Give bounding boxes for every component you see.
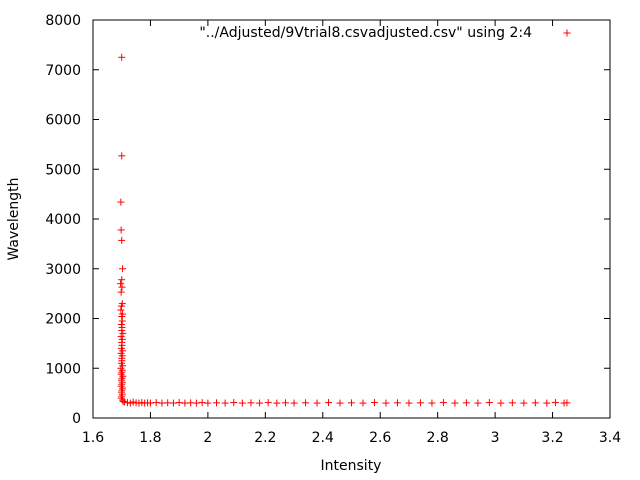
data-point [117, 226, 125, 234]
y-tick-label: 6000 [45, 113, 81, 129]
data-point [118, 283, 126, 291]
data-point [118, 326, 126, 334]
x-tick-labels: 1.6 1.8 2 2.2 2.4 2.6 2.8 3 3.2 3.4 [82, 430, 621, 446]
data-point [118, 317, 126, 325]
y-tick-labels: 0 1000 2000 3000 4000 5000 6000 7000 8000 [45, 13, 81, 427]
data-point [520, 399, 528, 407]
data-point [281, 399, 289, 407]
x-tick-label: 3.4 [599, 430, 621, 446]
x-tick-label: 2.4 [312, 430, 334, 446]
y-axis-label: Wavelength [6, 177, 22, 260]
y-tick-label: 4000 [45, 212, 81, 228]
x-tick-label: 3 [491, 430, 500, 446]
x-tick-label: 1.6 [82, 430, 104, 446]
data-point [238, 399, 246, 407]
data-point [485, 399, 493, 407]
data-points [117, 53, 571, 407]
x-tick-label: 2.6 [369, 430, 391, 446]
data-point [359, 399, 367, 407]
data-point [117, 288, 125, 296]
x-tick-label: 2.2 [254, 430, 276, 446]
data-point [118, 236, 126, 244]
data-point [302, 399, 310, 407]
data-point [118, 53, 126, 61]
legend-marker-symbol [563, 29, 571, 37]
data-point [325, 399, 333, 407]
data-point [439, 399, 447, 407]
data-point [428, 399, 436, 407]
data-point [117, 280, 125, 288]
data-point [382, 399, 390, 407]
data-point [416, 399, 424, 407]
data-point [497, 399, 505, 407]
data-point [119, 329, 127, 337]
data-point [117, 302, 125, 310]
data-point [118, 313, 126, 321]
data-point [118, 152, 126, 160]
data-point [117, 332, 125, 340]
data-point [543, 399, 551, 407]
data-point [213, 399, 221, 407]
data-point [370, 399, 378, 407]
legend-marker [563, 29, 571, 37]
y-tick-label: 2000 [45, 312, 81, 328]
data-point [551, 399, 559, 407]
y-tick-label: 3000 [45, 262, 81, 278]
y-tick-label: 7000 [45, 63, 81, 79]
plot-frame [92, 19, 611, 419]
data-point [273, 399, 281, 407]
x-axis-label: Intensity [321, 458, 382, 474]
data-point [393, 399, 401, 407]
data-point [462, 399, 470, 407]
data-point [313, 399, 321, 407]
y-tick-label: 1000 [45, 361, 81, 377]
data-point [336, 399, 344, 407]
data-point [264, 399, 272, 407]
legend: "../Adjusted/9Vtrial8.csvadjusted.csv" u… [199, 25, 571, 41]
data-point [230, 399, 238, 407]
data-point [474, 399, 482, 407]
x-tick-label: 2 [203, 430, 212, 446]
legend-label: "../Adjusted/9Vtrial8.csvadjusted.csv" u… [199, 25, 532, 41]
data-point [204, 399, 212, 407]
data-point [290, 399, 298, 407]
y-tick-label: 5000 [45, 162, 81, 178]
y-tick-label: 0 [72, 411, 81, 427]
x-tick-label: 1.8 [139, 430, 161, 446]
data-point [221, 399, 229, 407]
data-point [129, 398, 137, 406]
data-point [348, 399, 355, 407]
x-tick-label: 3.2 [541, 430, 563, 446]
data-point [118, 341, 126, 349]
axis-ticks [92, 19, 611, 419]
data-point [117, 320, 125, 328]
data-point [118, 276, 126, 284]
x-tick-label: 2.8 [427, 430, 449, 446]
data-point [247, 399, 255, 407]
data-point [508, 399, 516, 407]
data-point [531, 399, 539, 407]
data-point [117, 198, 125, 206]
data-point [118, 335, 126, 343]
data-point [119, 265, 127, 273]
data-point [451, 399, 459, 407]
data-point [563, 399, 571, 407]
data-point [117, 306, 125, 314]
data-point [256, 399, 264, 407]
y-tick-label: 8000 [45, 13, 81, 29]
data-point [405, 399, 413, 407]
